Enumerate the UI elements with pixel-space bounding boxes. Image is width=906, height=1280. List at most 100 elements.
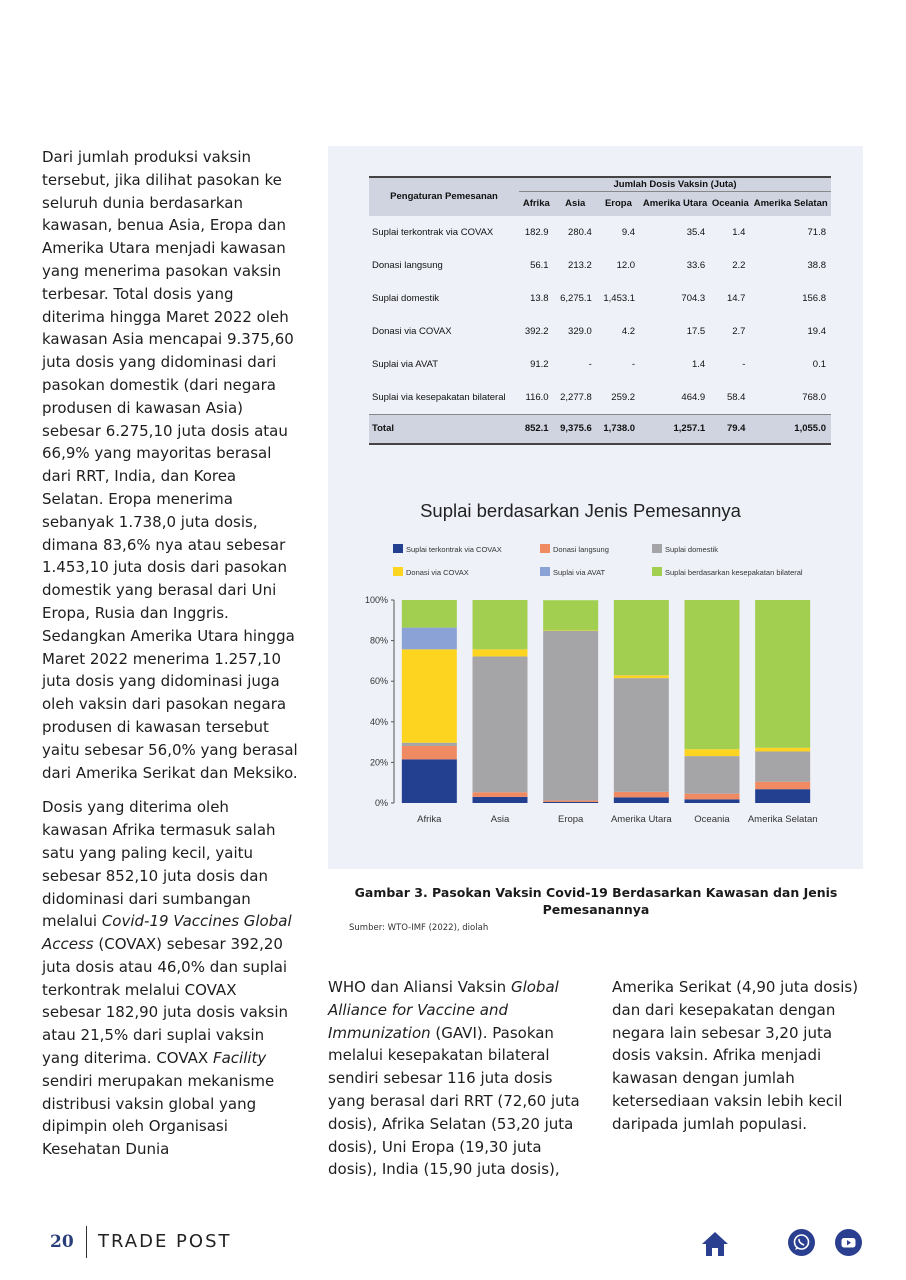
bar-segment <box>472 796 528 803</box>
bar-segment <box>755 789 811 803</box>
table-row-label: Suplai terkontrak via COVAX <box>372 226 494 238</box>
middle-column: WHO dan Aliansi Vaksin Global Alliance f… <box>328 976 590 1181</box>
bar-segment <box>472 656 528 793</box>
bar-segment <box>401 742 457 746</box>
bar-segment <box>401 759 457 803</box>
legend-label: Suplai terkontrak via COVAX <box>406 545 502 554</box>
table-row: Donasi langsung 56.1 213.2 12.0 33.6 2.2 38.8 <box>369 249 831 282</box>
bar-segment <box>684 799 740 803</box>
legend-swatch <box>540 544 550 553</box>
bar-segment <box>755 751 811 782</box>
table-cell: 6,275.1 <box>560 292 592 304</box>
left-column: Dari jumlah produksi vaksin tersebut, ji… <box>42 146 298 1173</box>
y-tick-label: 20% <box>370 757 388 767</box>
table-cell: 1,055.0 <box>750 413 831 445</box>
table-cell: 768.0 <box>802 391 826 403</box>
table-cell: 329.0 <box>568 325 592 337</box>
table-row-label: Donasi langsung <box>372 259 443 271</box>
table-cell: 259.2 <box>611 391 636 403</box>
paragraph-who: WHO dan Aliansi Vaksin Global Alliance f… <box>328 976 590 1181</box>
table-cell: 1,738.0 <box>596 413 641 445</box>
table-row-label: Donasi via COVAX <box>372 325 452 337</box>
table-cell: 79.4 <box>710 413 751 445</box>
bar-segment <box>543 600 599 631</box>
legend-swatch <box>393 567 403 576</box>
table-row-label: Suplai via kesepakatan bilateral <box>372 391 506 403</box>
table-col-header: Amerika Selatan <box>750 191 831 216</box>
x-category-label: Amerika Selatan <box>748 814 818 825</box>
table-cell: 9.4 <box>621 226 636 238</box>
bar-segment <box>472 792 528 797</box>
bar-segment <box>472 600 528 650</box>
table-cell: 71.8 <box>807 226 827 238</box>
table-cell: 392.2 <box>524 325 549 337</box>
bar-segment <box>401 627 457 650</box>
table-row: Suplai via kesepakatan bilateral 116.0 2,2… <box>369 381 831 415</box>
bar-segment <box>613 791 669 798</box>
figure-source: Sumber: WTO-IMF (2022), diolah <box>349 923 489 933</box>
table-header-arrangement: Pengaturan Pemesanan <box>369 176 519 216</box>
table-cell: 2.7 <box>732 325 746 337</box>
table-header-group: Jumlah Dosis Vaksin (Juta) <box>519 176 831 192</box>
y-tick-label: 100% <box>365 595 388 605</box>
paragraph-africa: Dosis yang diterima oleh kawasan Afrika … <box>42 796 298 1161</box>
right-column: Amerika Serikat (4,90 juta dosis) dan da… <box>612 976 868 1136</box>
table-cell: 13.8 <box>530 292 549 304</box>
table-row-label: Suplai domestik <box>372 292 440 304</box>
table-cell: 19.4 <box>807 325 827 337</box>
table-cell: 213.2 <box>568 259 592 271</box>
table-cell: 852.1 <box>519 413 554 445</box>
x-category-label: Amerika Utara <box>611 814 672 825</box>
table-cell: 116.0 <box>525 391 549 403</box>
legend-label: Suplai berdasarkan kesepakatan bilateral <box>665 568 803 577</box>
table-cell: 58.4 <box>726 391 746 403</box>
bar-segment <box>543 630 599 801</box>
table-col-header: Asia <box>553 191 597 216</box>
x-category-label: Afrika <box>417 814 442 825</box>
table-cell: 12.0 <box>616 259 636 271</box>
table-cell: 4.2 <box>621 325 636 337</box>
table-cell: - <box>631 358 636 370</box>
table-cell: 464.9 <box>681 391 706 403</box>
bar-segment <box>613 797 669 803</box>
youtube-icon[interactable] <box>835 1229 862 1256</box>
text-italic: Global Alliance for Vaccine and Immuniza… <box>328 978 559 1042</box>
text-run: Dosis yang diterima oleh kawasan Afrika … <box>42 798 276 931</box>
x-category-label: Asia <box>491 814 510 825</box>
table-col-header: Oceania <box>710 191 751 216</box>
text-run: (COVAX) sebesar 392,20 juta dosis atau 4… <box>42 935 289 1068</box>
bar-segment <box>472 649 528 657</box>
page-number: 20 <box>50 1232 74 1252</box>
table-cell: 1.4 <box>732 226 746 238</box>
table-row: Suplai terkontrak via COVAX 182.9 280.4 9.4… <box>369 216 831 249</box>
bar-segment <box>613 600 669 676</box>
bar-segment <box>613 678 669 792</box>
table-cell: 1,257.1 <box>640 413 711 445</box>
table-col-header: Amerika Utara <box>640 191 711 216</box>
text-italic: Covid-19 Vaccines Global Access <box>42 912 292 954</box>
table-cell: 17.5 <box>686 325 706 337</box>
home-icon[interactable] <box>700 1229 730 1259</box>
footer-divider <box>86 1226 87 1258</box>
legend-label: Suplai domestik <box>665 545 718 554</box>
bar-segment <box>755 781 811 790</box>
chart-title: Suplai berdasarkan Jenis Pemesannya <box>420 500 741 521</box>
table-cell: 56.1 <box>530 259 549 271</box>
bar-segment <box>543 800 599 802</box>
paragraph-region-supply: Dari jumlah produksi vaksin tersebut, ji… <box>42 148 298 782</box>
legend-label: Donasi via COVAX <box>406 568 469 577</box>
legend-swatch <box>652 544 662 553</box>
table-cell: 91.2 <box>530 358 549 370</box>
brand-name: TRADE POST <box>98 1231 232 1252</box>
legend-swatch <box>540 567 550 576</box>
whatsapp-icon[interactable] <box>788 1229 815 1256</box>
table-cell: 182.9 <box>524 226 549 238</box>
x-category-label: Oceania <box>694 814 730 825</box>
text-run: WHO dan Aliansi Vaksin <box>328 978 511 996</box>
figure-caption: Gambar 3. Pasokan Vaksin Covid-19 Berdas… <box>354 885 838 917</box>
table-cell: 2,277.8 <box>560 391 592 403</box>
paragraph-usa: Amerika Serikat (4,90 juta dosis) dan da… <box>612 978 859 1133</box>
bar-segment <box>401 649 457 743</box>
table-row: Total 852.1 9,375.6 1,738.0 1,257.1 79.4 1,055… <box>369 413 831 445</box>
bar-segment <box>401 745 457 760</box>
